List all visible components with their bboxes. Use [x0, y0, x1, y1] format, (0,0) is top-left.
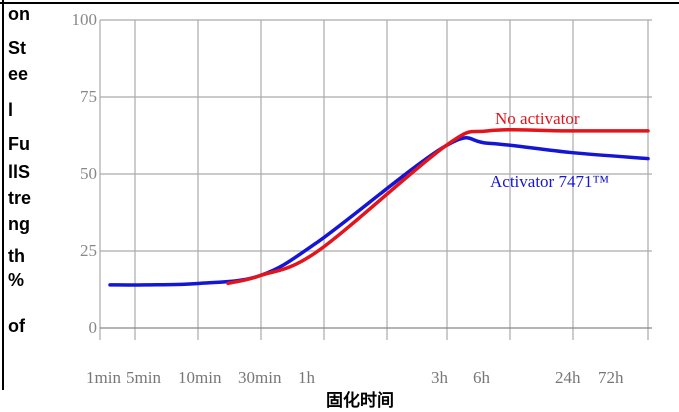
series-line-activator-7471: [108, 136, 650, 287]
y-axis-label-line: of: [8, 316, 25, 336]
y-axis-label-line: %: [8, 270, 25, 290]
y-tick-label: 0: [89, 318, 98, 337]
series-lines: [108, 127, 650, 287]
x-tick-label: 10min: [178, 368, 222, 387]
grid: [99, 19, 652, 340]
y-axis-label-line: on: [8, 4, 30, 24]
x-tick-label: 30min: [238, 368, 282, 387]
y-axis-label-line: Fu: [8, 134, 30, 154]
x-axis-title: 固化时间: [326, 391, 394, 411]
x-tick-label: 24h: [555, 368, 581, 387]
x-tick-label: 1h: [298, 368, 316, 387]
x-tick-labels: 1min 5min 10min 30min 1h 3h 6h 24h 72h: [86, 368, 624, 387]
series-label: Activator 7471™: [490, 172, 609, 191]
y-axis-label-line: ee: [8, 64, 29, 84]
series-line-no-activator: [226, 127, 650, 286]
y-axis-label-line: tre: [8, 188, 32, 208]
y-tick-label: 25: [80, 241, 97, 260]
y-axis-label-line: St: [8, 38, 26, 58]
x-tick-label: 72h: [598, 368, 624, 387]
y-axis-label-line: ng: [8, 214, 30, 234]
x-tick-label: 6h: [473, 368, 491, 387]
x-tick-label: 1min: [86, 368, 121, 387]
y-tick-label: 75: [80, 87, 97, 106]
y-axis-label-line: th: [8, 246, 25, 266]
y-tick-label: 50: [80, 164, 97, 183]
y-tick-label: 100: [72, 10, 98, 29]
y-axis-label-line: l: [8, 100, 14, 120]
series-labels: No activator Activator 7471™: [490, 109, 609, 191]
y-axis-label-line: llS: [8, 162, 31, 182]
x-tick-label: 5min: [126, 368, 161, 387]
series-label: No activator: [495, 109, 580, 128]
x-tick-label: 3h: [431, 368, 449, 387]
y-tick-labels: 100 75 50 25 0: [72, 10, 98, 337]
